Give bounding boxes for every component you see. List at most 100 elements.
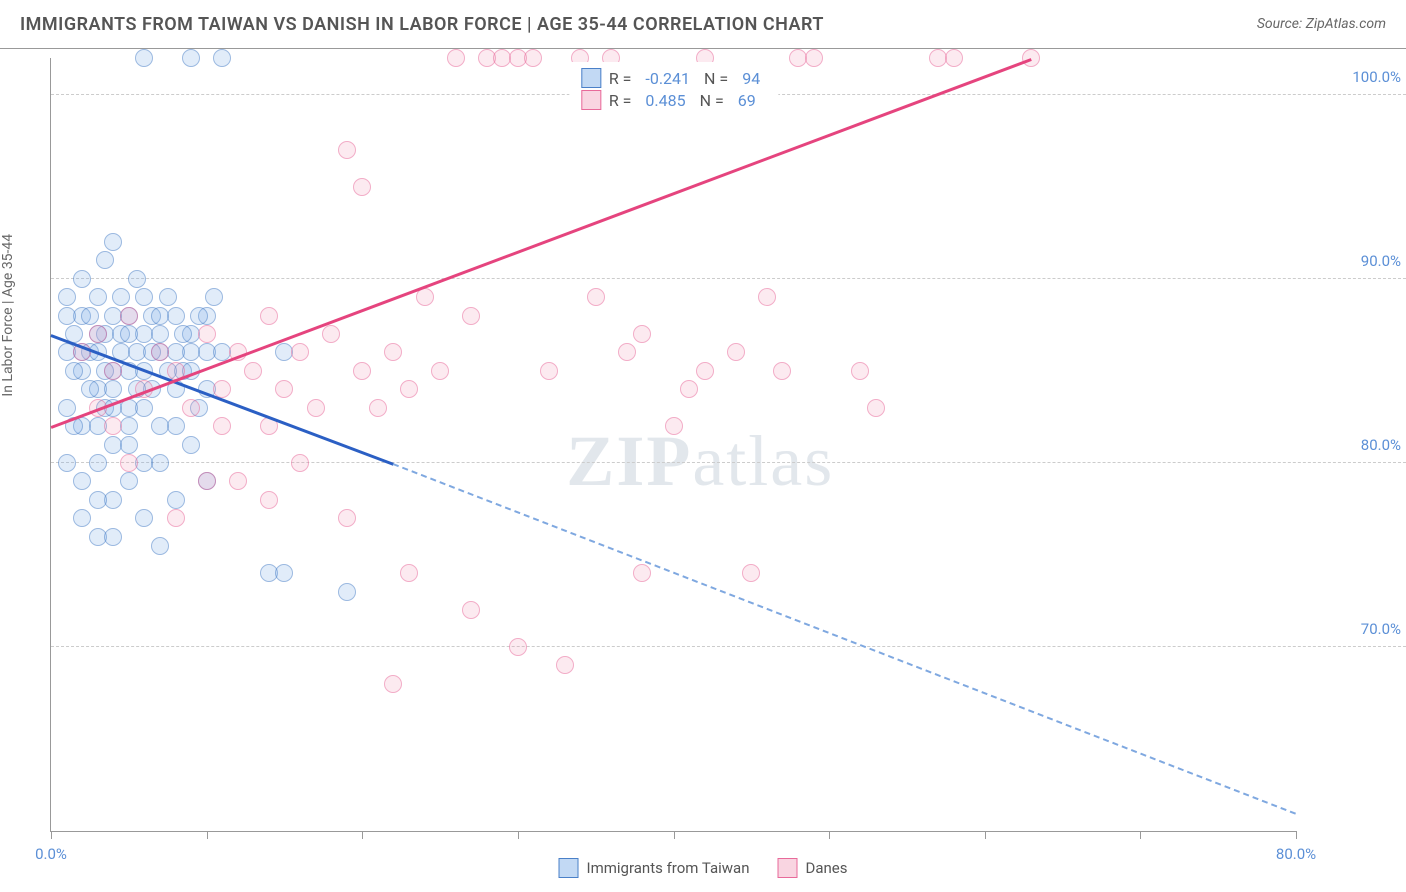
data-point [151,417,169,435]
data-point [167,343,185,361]
data-point [805,49,823,67]
data-point [112,288,130,306]
data-point [758,288,776,306]
source-label: Source: ZipAtlas.com [1257,16,1386,32]
data-point [275,380,293,398]
x-tick [207,831,208,839]
data-point [338,509,356,527]
y-axis-label: In Labor Force | Age 35-44 [0,234,16,397]
data-point [167,417,185,435]
data-point [120,454,138,472]
data-point [135,49,153,67]
data-point [135,399,153,417]
data-point [524,49,542,67]
data-point [307,399,325,417]
data-point [135,454,153,472]
data-point [73,472,91,490]
chart-header: IMMIGRANTS FROM TAIWAN VS DANISH IN LABO… [0,0,1406,49]
x-tick [362,831,363,839]
data-point [198,472,216,490]
data-point [851,362,869,380]
data-point [260,491,278,509]
legend-swatch-blue [559,858,579,878]
data-point [182,436,200,454]
data-point [384,675,402,693]
data-point [275,564,293,582]
data-point [416,288,434,306]
data-point [58,288,76,306]
data-point [65,362,83,380]
data-point [104,417,122,435]
data-point [120,472,138,490]
legend-item: Immigrants from Taiwan [559,858,750,878]
data-point [135,509,153,527]
data-point [167,509,185,527]
data-point [1022,49,1040,67]
data-point [384,343,402,361]
data-point [400,564,418,582]
data-point [618,343,636,361]
legend-row: R = 0.485 N = 69 [581,90,766,110]
data-point [291,454,309,472]
data-point [120,307,138,325]
data-point [104,233,122,251]
legend-row: R = -0.241 N = 94 [581,68,766,88]
legend-label: Immigrants from Taiwan [587,859,750,877]
data-point [696,362,714,380]
data-point [462,307,480,325]
grid-line [51,462,1406,463]
x-tick [829,831,830,839]
data-point [167,491,185,509]
data-point [587,288,605,306]
data-point [89,454,107,472]
data-point [633,564,651,582]
data-point [260,307,278,325]
data-point [104,491,122,509]
data-point [338,141,356,159]
data-point [462,601,480,619]
x-tick [674,831,675,839]
data-point [742,564,760,582]
data-point [353,362,371,380]
data-point [120,436,138,454]
legend-item: Danes [778,858,848,878]
grid-line [51,646,1406,647]
data-point [540,362,558,380]
data-point [89,325,107,343]
data-point [104,362,122,380]
data-point [509,638,527,656]
data-point [58,454,76,472]
data-point [198,325,216,343]
data-point [81,307,99,325]
data-point [89,288,107,306]
data-point [151,537,169,555]
data-point [400,380,418,398]
x-tick [51,831,52,839]
data-point [727,343,745,361]
data-point [945,49,963,67]
data-point [867,399,885,417]
x-tick-label: 80.0% [1276,845,1316,863]
data-point [369,399,387,417]
data-point [680,380,698,398]
x-tick [1296,831,1297,839]
series-legend: Immigrants from Taiwan Danes [559,858,848,878]
x-tick [518,831,519,839]
data-point [81,380,99,398]
data-point [120,325,138,343]
data-point [174,325,192,343]
data-point [167,307,185,325]
data-point [665,417,683,435]
data-point [151,307,169,325]
data-point [182,49,200,67]
x-tick-label: 0.0% [35,845,67,863]
data-point [229,472,247,490]
legend-swatch-pink [581,90,601,110]
data-point [182,399,200,417]
data-point [159,288,177,306]
data-point [89,491,107,509]
data-point [431,362,449,380]
scatter-plot: ZIPatlas R = -0.241 N = 94 R = 0.485 N =… [50,58,1296,832]
data-point [182,343,200,361]
data-point [291,343,309,361]
